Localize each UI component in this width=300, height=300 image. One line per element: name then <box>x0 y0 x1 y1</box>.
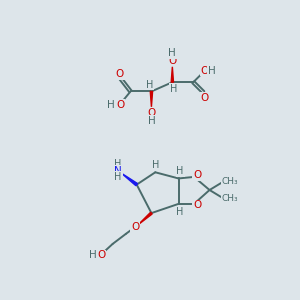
Polygon shape <box>138 212 152 225</box>
Text: O: O <box>97 250 105 260</box>
Text: H: H <box>208 66 216 76</box>
Polygon shape <box>150 92 153 107</box>
Text: H: H <box>107 100 115 110</box>
Text: H: H <box>114 159 122 169</box>
Text: O: O <box>201 66 209 76</box>
Text: O: O <box>193 170 201 180</box>
Text: O: O <box>193 200 201 210</box>
Text: O: O <box>201 93 209 103</box>
Text: H: H <box>176 166 184 176</box>
Text: H: H <box>169 48 176 58</box>
Text: H: H <box>146 80 154 89</box>
Text: H: H <box>170 84 178 94</box>
Text: O: O <box>116 100 124 110</box>
Text: CH₃: CH₃ <box>221 194 238 203</box>
Text: H: H <box>152 160 159 170</box>
Polygon shape <box>171 67 173 82</box>
Text: O: O <box>168 56 176 66</box>
Polygon shape <box>121 173 137 186</box>
Text: O: O <box>131 222 139 232</box>
Text: N: N <box>114 166 122 176</box>
Text: H: H <box>148 116 155 126</box>
Text: CH₃: CH₃ <box>221 177 238 186</box>
Text: H: H <box>114 172 122 182</box>
Text: O: O <box>147 108 156 118</box>
Text: H: H <box>89 250 97 260</box>
Text: H: H <box>176 207 184 217</box>
Text: O: O <box>116 69 124 79</box>
